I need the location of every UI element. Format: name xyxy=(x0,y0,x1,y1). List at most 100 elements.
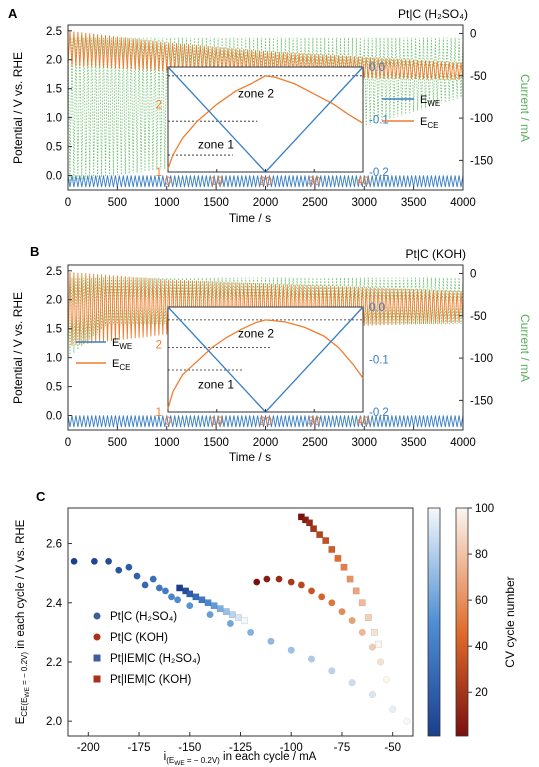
panel-a-title-text: Pt|C (H₂SO₄) xyxy=(398,7,468,21)
scatter-point xyxy=(210,602,218,610)
inset-frame xyxy=(167,306,364,413)
y-tick-label: 1.5 xyxy=(46,324,62,336)
colorbar-red xyxy=(455,507,469,737)
panel-b-y2label: Current / mA xyxy=(518,314,532,382)
x-tick-label: 0 xyxy=(65,197,71,209)
scatter-point xyxy=(328,667,336,675)
legend-entry-label: Pt|C (KOH) xyxy=(110,632,168,644)
x-tick-label: 4000 xyxy=(450,197,476,209)
inset-ce-curve xyxy=(167,75,364,169)
inset-zone1-label: zone 1 xyxy=(198,137,234,151)
inset-y-tick-label: 2 xyxy=(156,339,162,351)
scatter-point xyxy=(358,628,366,636)
y2-tick-label: -100 xyxy=(470,353,493,365)
panel-c: C -200 -175 -150 -125 -100 -75 -50 2.02.22.42.… xyxy=(15,489,517,767)
panel-c-xlabel: i(EWE = − 0.2V) in each cycle / mA xyxy=(164,751,317,767)
y-tick-label: 0.0 xyxy=(46,171,62,183)
x-tick-label: 3000 xyxy=(351,437,377,449)
legend-we-label: EWE xyxy=(420,94,440,108)
scatter-point xyxy=(371,628,378,636)
panel-b-xlabel: Time / s xyxy=(229,450,271,464)
scatter-point xyxy=(222,608,230,616)
panel-c-scatter-points xyxy=(70,513,411,725)
panel-a-ylabel: Potential / V vs. RHE xyxy=(11,52,25,164)
legend-ce-label: ECE xyxy=(112,358,130,372)
y2-tick-label: 0 xyxy=(470,268,476,280)
panel-b-y-ticks: 0.0 0.5 1.0 1.5 2.0 2.5 xyxy=(46,266,72,423)
x-tick-label: -75 xyxy=(334,742,351,754)
legend-we-sub: WE xyxy=(427,99,440,108)
y2-tick-label: -100 xyxy=(470,113,493,125)
scatter-point xyxy=(253,578,261,586)
panel-c-label: C xyxy=(36,489,46,504)
x-tick-label: 3500 xyxy=(401,197,427,209)
x-tick-label: 2500 xyxy=(302,197,328,209)
panel-c-xlabel-part: i xyxy=(164,751,167,763)
scatter-point xyxy=(375,640,382,648)
scatter-point xyxy=(348,679,356,687)
scatter-point xyxy=(328,599,336,607)
scatter-point xyxy=(318,593,326,601)
y-tick-label: 2.4 xyxy=(46,598,63,610)
scatter-point xyxy=(352,587,360,595)
colorbar-ticks: 20 40 60 80 100 xyxy=(468,503,494,699)
x-tick-label: -200 xyxy=(77,742,100,754)
panel-a-y2-ticks: 0 -50 -100 -150 xyxy=(459,28,493,167)
panel-c-xlabel-part: WE xyxy=(174,760,185,767)
scatter-point xyxy=(267,637,275,645)
x-tick-label: 4000 xyxy=(450,437,476,449)
scatter-point xyxy=(348,617,356,625)
y-tick-label: 2.5 xyxy=(46,26,62,38)
inset-y2-tick-label: -0.2 xyxy=(369,167,389,179)
panel-c-xlabel-part: in each cycle / mA xyxy=(220,751,317,763)
scatter-point xyxy=(186,602,194,610)
x-tick-label: -50 xyxy=(384,742,401,754)
scatter-point xyxy=(186,590,194,598)
panel-c-x-ticks: -200 -175 -150 -125 -100 -75 -50 xyxy=(77,732,401,754)
we-series xyxy=(67,415,464,428)
colorbar-tick-label: 80 xyxy=(475,549,488,561)
scatter-point xyxy=(235,614,242,621)
inset-x-tick-label: 10 xyxy=(210,176,223,188)
scatter-point xyxy=(297,581,305,589)
scatter-point xyxy=(204,599,212,607)
inset-x-tick-label: 20 xyxy=(259,416,272,428)
panel-a-legend: EWE ECE xyxy=(382,94,440,130)
inset-zone2-label: zone 2 xyxy=(238,86,274,100)
legend-marker xyxy=(93,654,101,662)
panel-b-ylabel: Potential / V vs. RHE xyxy=(11,292,25,404)
scatter-point xyxy=(155,584,163,592)
scatter-point xyxy=(368,643,376,651)
inset-x-tick-label: 0 xyxy=(165,176,171,188)
legend-ce-text: E xyxy=(420,116,427,128)
scatter-point xyxy=(161,587,169,595)
scatter-point xyxy=(316,531,324,539)
legend-we-text: E xyxy=(420,94,427,106)
colorbar-tick-label: 20 xyxy=(475,687,488,699)
y-tick-label: 2.0 xyxy=(46,295,62,307)
legend-ce-sub: CE xyxy=(427,121,438,130)
scatter-point xyxy=(263,575,271,583)
scatter-point xyxy=(226,619,234,627)
y-tick-label: 2.5 xyxy=(46,266,62,278)
scatter-point xyxy=(328,546,336,553)
scatter-point xyxy=(368,691,376,699)
scatter-point xyxy=(174,596,182,604)
panel-a-label: A xyxy=(8,6,18,21)
panel-b-title: Pt|C (KOH) xyxy=(406,247,466,261)
inset-x-tick-label: 40 xyxy=(357,176,370,188)
y-tick-label: 2.0 xyxy=(46,716,62,728)
y-tick-label: 0.5 xyxy=(46,382,62,394)
scatter-point xyxy=(287,646,295,654)
scatter-point xyxy=(176,584,184,592)
x-tick-label: 500 xyxy=(108,437,127,449)
panel-c-xlabel-part: = − 0.2V) xyxy=(185,756,220,765)
panel-c-y-ticks: 2.0 2.2 2.4 2.6 xyxy=(46,539,72,728)
panel-a-inset: zone 2 zone 1 0 10 20 30 40 1 2 0.0 -0.1 -0.2 xyxy=(156,62,389,188)
x-tick-label: 0 xyxy=(65,437,71,449)
x-tick-label: 3500 xyxy=(401,437,427,449)
panel-b-x-ticks: 0 500 1000 1500 2000 2500 3000 3500 4000 xyxy=(65,426,476,449)
scatter-point xyxy=(125,563,133,571)
inset-ce-curve xyxy=(167,319,364,409)
